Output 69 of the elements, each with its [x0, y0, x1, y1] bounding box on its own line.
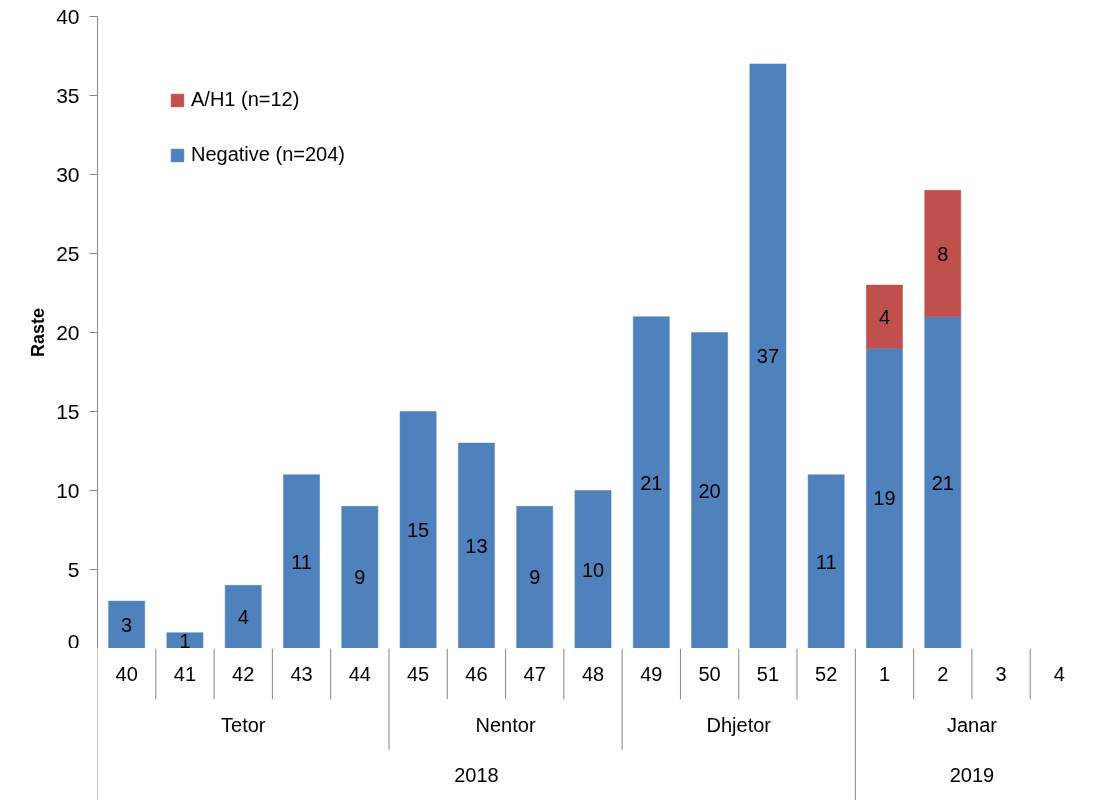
y-tick-label: 10 [56, 478, 80, 502]
data-label: 8 [937, 242, 949, 265]
text: Janar [946, 713, 998, 736]
text: Tetor [221, 713, 266, 736]
x-tick-label: 50 [698, 662, 721, 685]
text: Nentor [475, 713, 536, 736]
text: 2019 [949, 764, 995, 787]
bar [691, 332, 728, 648]
x-tick-label: 4 [1053, 662, 1065, 685]
bar [924, 190, 962, 317]
bar [574, 490, 612, 648]
bar [283, 474, 320, 648]
y-tick-label: 30 [56, 162, 80, 186]
y-axis-title: Raste [28, 307, 49, 358]
x-tick-label: 3 [995, 662, 1007, 685]
y-tick-label: 25 [56, 241, 80, 265]
bar [924, 316, 962, 648]
x-tick-label: 1 [878, 662, 891, 685]
x-tick-label: 48 [581, 662, 605, 685]
data-label: 1 [179, 629, 191, 652]
data-label: 21 [640, 471, 663, 494]
x-tick-label: 47 [523, 662, 546, 685]
data-label: 20 [698, 479, 721, 502]
x-tick-label: 52 [815, 662, 838, 685]
bar [749, 63, 787, 648]
legend-label: Negative (n=204) [191, 143, 345, 166]
y-tick-label: 35 [56, 83, 80, 107]
x-tick-label: 45 [406, 662, 430, 685]
y-tick-label: 5 [67, 557, 80, 581]
bar [458, 442, 495, 648]
bar [224, 585, 262, 648]
data-label: 4 [237, 605, 249, 628]
y-tick-label: 15 [56, 399, 80, 423]
data-label: 11 [815, 550, 837, 573]
x-tick-label: 2 [937, 662, 949, 685]
data-label: 4 [878, 305, 891, 328]
x-tick-label: 44 [348, 662, 371, 685]
text: Dhjetor [706, 713, 772, 736]
bar [632, 316, 670, 648]
data-label: 13 [465, 534, 488, 557]
data-label: 11 [291, 550, 312, 573]
text: 2018 [454, 764, 499, 787]
x-tick-label: 49 [640, 662, 663, 685]
y-tick-label: 0 [67, 629, 80, 653]
bar [166, 632, 204, 648]
data-label: 19 [873, 487, 896, 510]
bar [516, 506, 554, 648]
data-label: 21 [931, 471, 954, 494]
data-label: 37 [756, 345, 780, 368]
x-tick-label: 46 [465, 662, 488, 685]
bar [866, 348, 903, 648]
data-label: 15 [406, 519, 430, 541]
data-label: 9 [529, 566, 541, 589]
x-tick-label: 42 [232, 662, 255, 685]
x-tick-label: 41 [173, 662, 197, 685]
data-label: 10 [581, 558, 605, 581]
data-label: 9 [354, 566, 366, 589]
x-tick-label: 40 [115, 662, 138, 685]
bar [866, 284, 903, 349]
bar [807, 474, 845, 648]
x-tick-label: 43 [290, 662, 313, 685]
y-tick-label: 20 [56, 320, 80, 344]
bar [399, 411, 437, 648]
bar [341, 506, 379, 648]
y-tick-label: 40 [56, 4, 80, 28]
x-tick-label: 51 [756, 662, 780, 685]
legend-label: A/H1 (n=12) [191, 88, 300, 111]
bar [108, 600, 145, 648]
data-label: 3 [121, 613, 133, 636]
